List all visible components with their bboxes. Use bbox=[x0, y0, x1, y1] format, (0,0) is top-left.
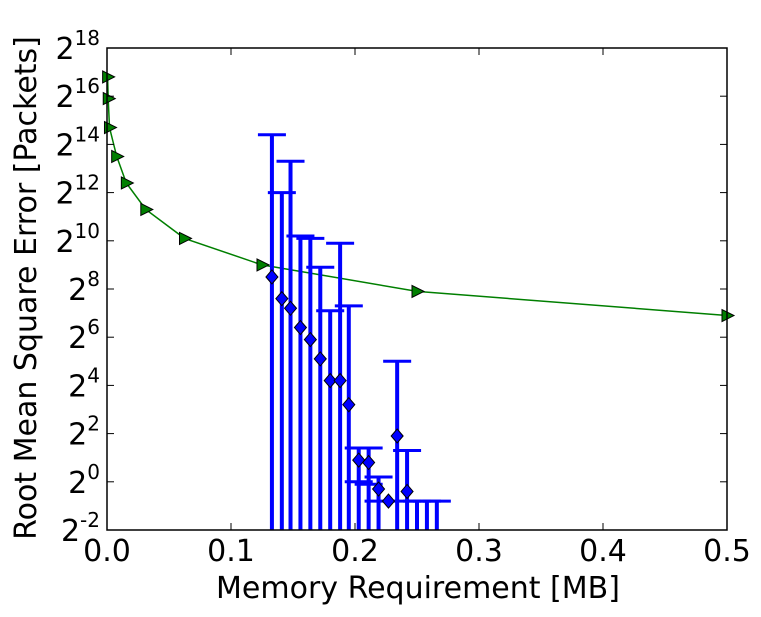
y-tick-label: 24 bbox=[68, 363, 100, 404]
y-tick-label: 2-2 bbox=[61, 508, 100, 549]
y-tick-label: 216 bbox=[55, 74, 100, 115]
axis-ticks: 0.0 0.1 0.2 0.3 0.4 0.5 2-2 20 22 24 26 28 210 212 214… bbox=[55, 26, 750, 569]
diamond-marker bbox=[342, 396, 356, 413]
y-tick-label: 20 bbox=[68, 460, 100, 501]
diamond-marker bbox=[293, 319, 308, 336]
triangle-marker bbox=[111, 149, 125, 164]
diamond-marker bbox=[390, 428, 404, 444]
triangle-marker bbox=[179, 231, 193, 246]
diamond-marker bbox=[313, 351, 327, 367]
diamond-marker bbox=[323, 372, 337, 389]
diamond-marker bbox=[352, 452, 366, 468]
triangle-marker bbox=[411, 284, 426, 299]
diamond-marker bbox=[303, 331, 318, 348]
x-tick-label: 0.0 bbox=[83, 534, 131, 569]
triangle-marker bbox=[256, 258, 271, 272]
triangle-marker bbox=[102, 70, 116, 84]
triangle-marker bbox=[721, 308, 736, 323]
diamond-marker bbox=[333, 372, 347, 389]
plot-area bbox=[102, 70, 736, 530]
diamond-marker bbox=[265, 269, 279, 285]
y-axis-label: Root Mean Square Error [Packets] bbox=[9, 36, 44, 540]
x-tick-label: 0.2 bbox=[331, 534, 379, 569]
y-tick-label: 22 bbox=[68, 412, 100, 453]
y-tick-label: 214 bbox=[55, 122, 100, 163]
triangle-marker bbox=[102, 91, 117, 106]
diamond-marker bbox=[275, 290, 289, 307]
diamond-marker bbox=[361, 454, 376, 471]
x-tick-label: 0.4 bbox=[579, 534, 627, 569]
y-tick-label: 28 bbox=[68, 267, 100, 308]
triangle-marker bbox=[120, 176, 135, 190]
triangle-marker bbox=[140, 202, 154, 217]
x-tick-label: 0.1 bbox=[207, 534, 255, 569]
diamond-marker bbox=[381, 493, 396, 509]
diamond-marker bbox=[400, 483, 414, 500]
x-tick-label: 0.3 bbox=[455, 534, 503, 569]
y-tick-label: 218 bbox=[55, 26, 100, 67]
y-tick-label: 212 bbox=[55, 171, 100, 212]
diamond-marker bbox=[283, 300, 298, 317]
x-tick-label: 0.5 bbox=[703, 534, 751, 569]
x-axis-label: Memory Requirement [MB] bbox=[216, 571, 620, 606]
y-tick-label: 210 bbox=[55, 219, 100, 260]
y-tick-label: 26 bbox=[68, 315, 100, 356]
diamond-marker bbox=[371, 481, 386, 497]
series-line-green bbox=[106, 76, 728, 317]
